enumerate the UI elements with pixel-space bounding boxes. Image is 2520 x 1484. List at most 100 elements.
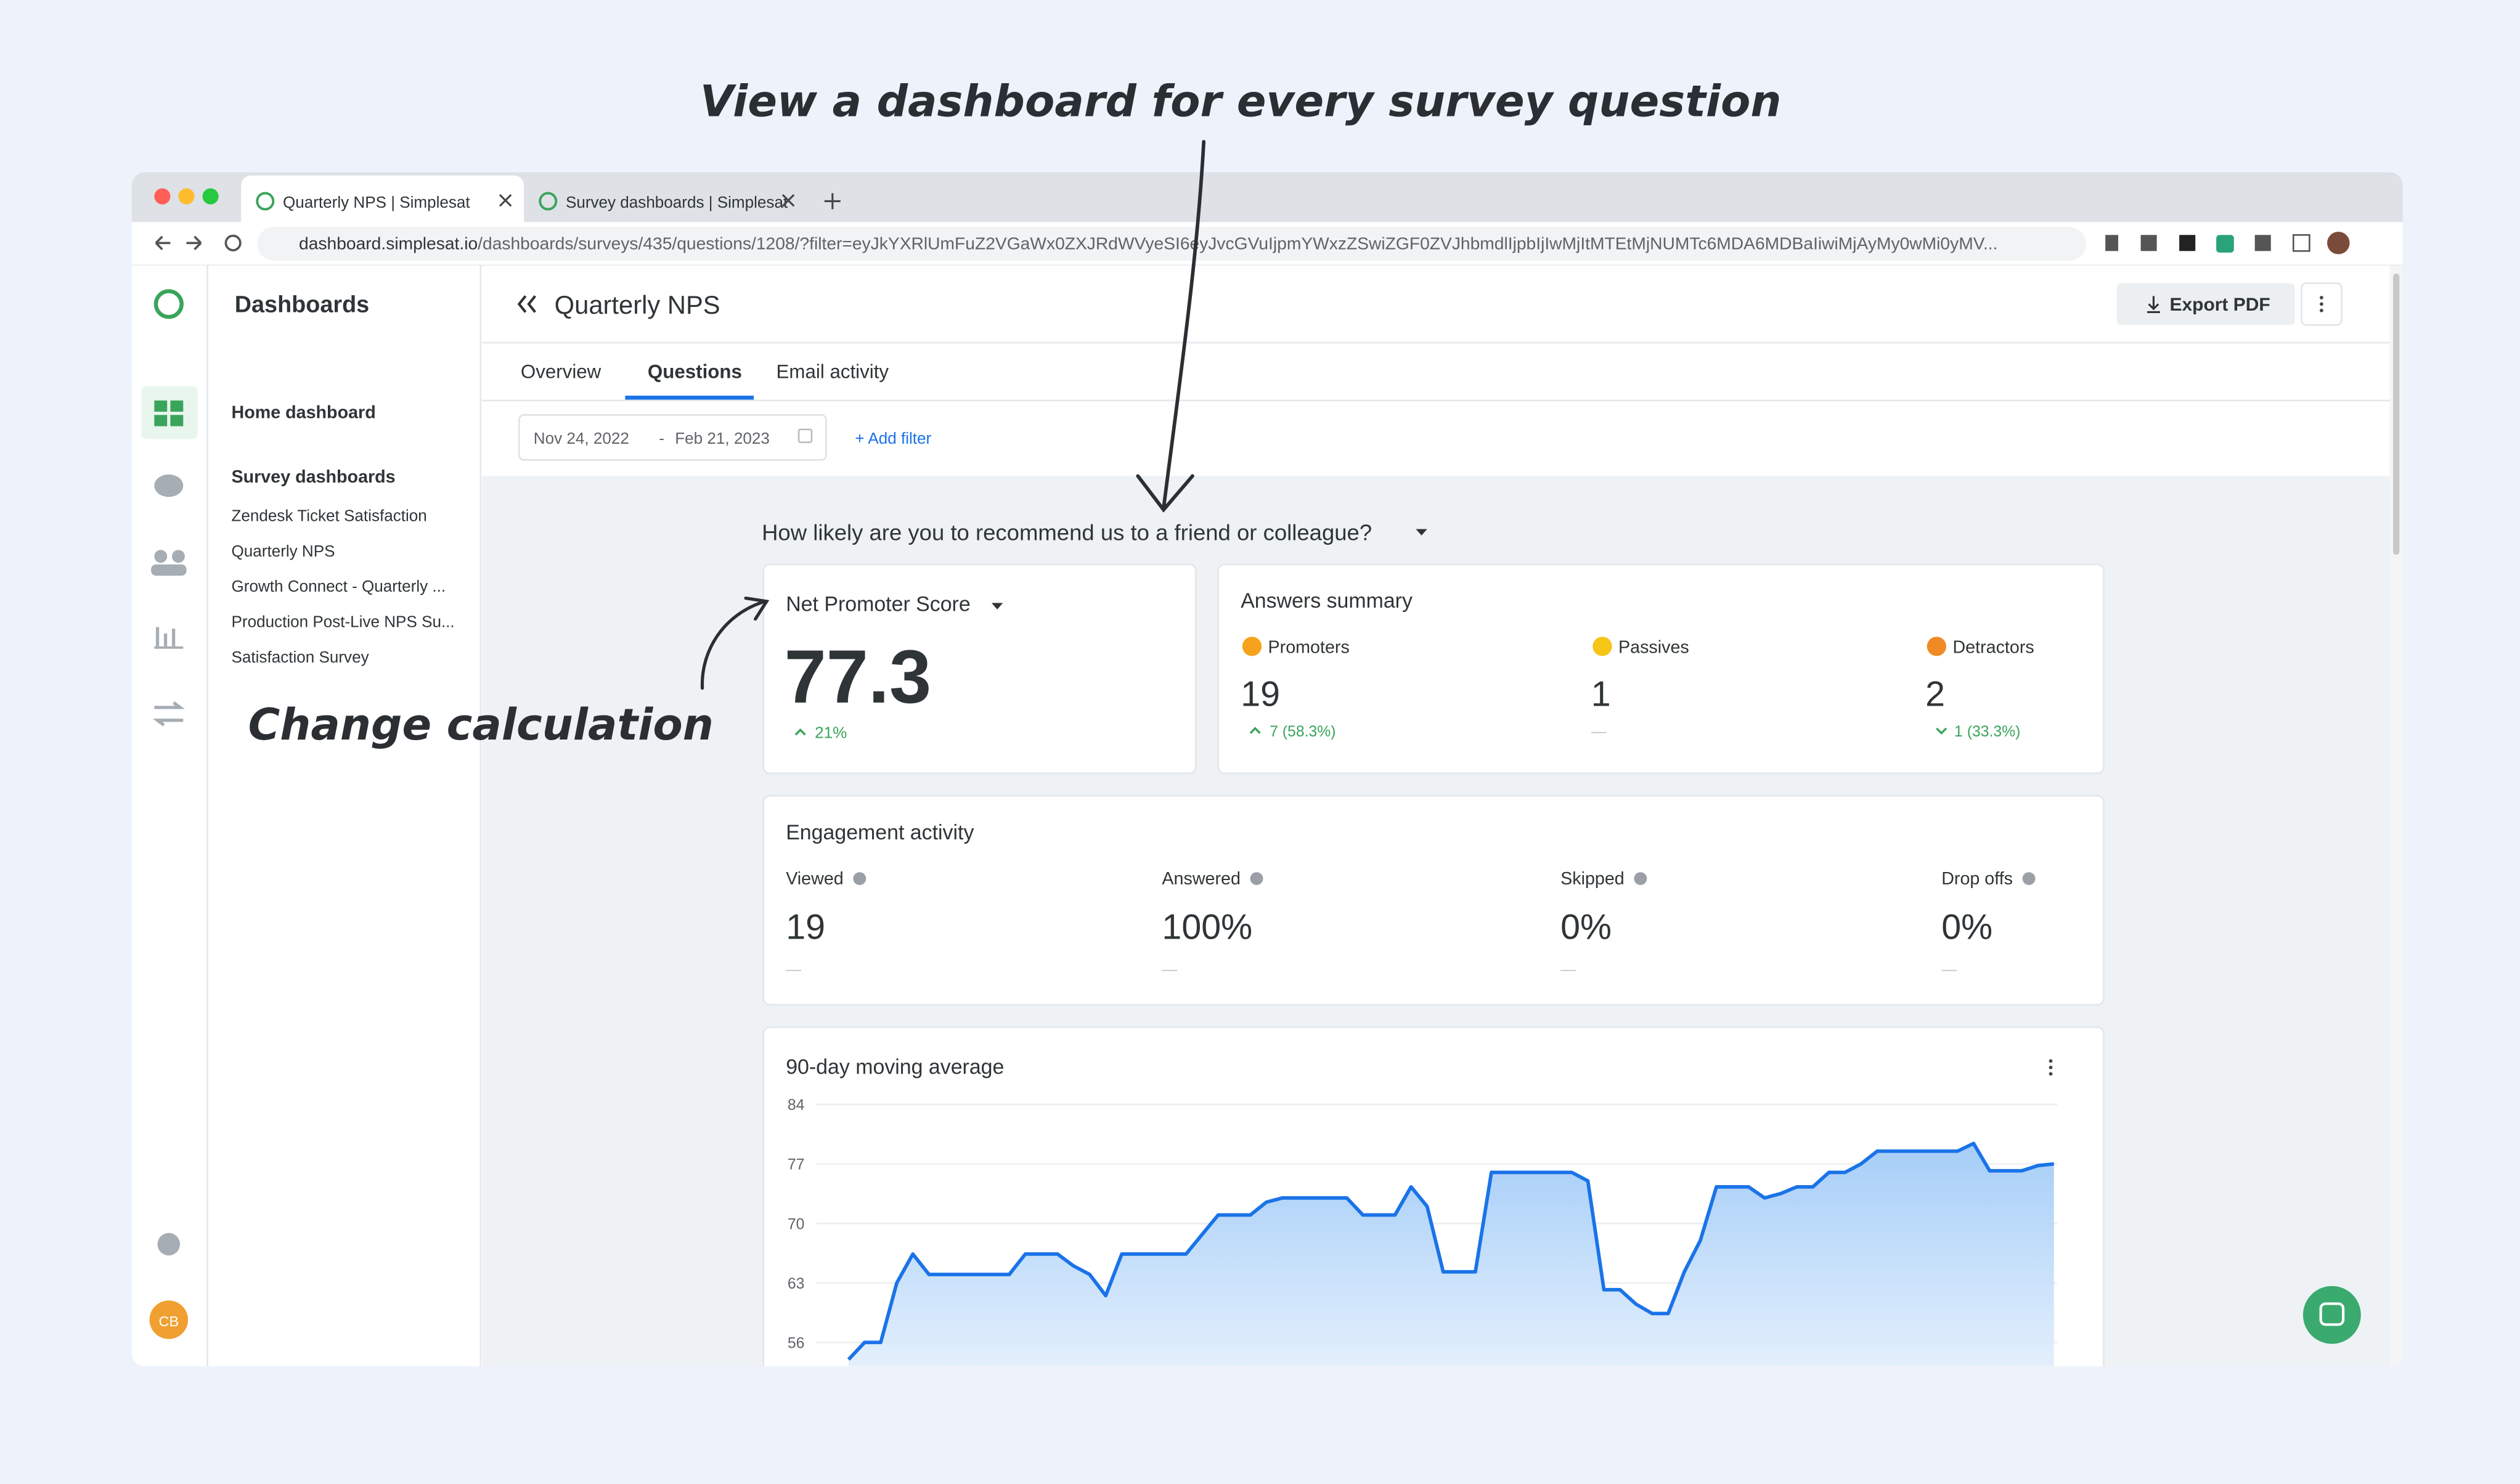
sidebar-item[interactable]: Production Post-Live NPS Su... bbox=[232, 613, 455, 631]
nps-dropdown[interactable] bbox=[992, 603, 1003, 610]
up-arrow bbox=[1249, 727, 1261, 734]
ext-icon[interactable] bbox=[2292, 234, 2310, 252]
reports-icon[interactable] bbox=[154, 646, 184, 649]
dot bbox=[2049, 1059, 2053, 1063]
engagement-title: Engagement activity bbox=[786, 821, 974, 844]
emoji bbox=[1927, 637, 1947, 656]
people-icon[interactable] bbox=[154, 550, 168, 563]
url[interactable]: dashboard.simplesat.io/dashboards/survey… bbox=[299, 234, 1997, 253]
nps-label[interactable]: Net Promoter Score bbox=[786, 592, 970, 616]
ext-icon[interactable] bbox=[2140, 235, 2157, 251]
line bbox=[847, 1141, 2055, 1361]
icon-rail bbox=[131, 265, 208, 1367]
tab-underline bbox=[625, 396, 754, 400]
y-tick-label: 56 bbox=[788, 1335, 805, 1352]
ext-icon[interactable] bbox=[2216, 235, 2234, 253]
answer-count: 2 bbox=[1925, 674, 1945, 714]
chat-button[interactable] bbox=[2302, 1286, 2361, 1344]
tab-title[interactable]: Survey dashboards | Simplesat bbox=[566, 193, 788, 211]
dashboard-icon[interactable] bbox=[154, 400, 184, 426]
help-icon[interactable] bbox=[1634, 872, 1647, 886]
sidebar-list: Zendesk Ticket Satisfaction Quarterly NPS… bbox=[232, 506, 455, 666]
y-tick-label: 77 bbox=[788, 1157, 805, 1173]
dot bbox=[2049, 1072, 2053, 1076]
settings-icon[interactable] bbox=[157, 1233, 181, 1256]
reports-icon[interactable] bbox=[155, 627, 160, 646]
back-button[interactable] bbox=[517, 295, 537, 313]
export-label[interactable]: Export PDF bbox=[2170, 295, 2270, 315]
reports-icon[interactable] bbox=[172, 629, 176, 646]
dot bbox=[2320, 296, 2323, 300]
ext-icon[interactable] bbox=[2105, 235, 2119, 251]
scroll-thumb[interactable] bbox=[2392, 273, 2400, 555]
active-tab[interactable] bbox=[241, 175, 524, 222]
engagement-metrics: Viewed 19 — Answered 100% — Skipped 0% — Drop off… bbox=[786, 869, 2036, 978]
close-dot[interactable] bbox=[154, 188, 171, 205]
integrations-icon[interactable] bbox=[152, 701, 185, 727]
answer-label: Detractors bbox=[1952, 637, 2034, 657]
metric-change: — bbox=[1560, 961, 1576, 978]
nav-icons[interactable] bbox=[151, 474, 187, 1256]
avatar-initials: CB bbox=[159, 1313, 179, 1329]
ext-icon[interactable] bbox=[2179, 235, 2196, 251]
date-range[interactable] bbox=[518, 414, 827, 461]
minimize-dot[interactable] bbox=[178, 188, 195, 205]
tab-title[interactable]: Quarterly NPS | Simplesat bbox=[283, 193, 470, 211]
address-bar[interactable] bbox=[257, 227, 2086, 261]
chart-menu[interactable] bbox=[2049, 1059, 2053, 1076]
people-icon[interactable] bbox=[172, 550, 185, 563]
reload-button[interactable] bbox=[224, 234, 242, 251]
question-dropdown[interactable] bbox=[1416, 529, 1427, 536]
calendar-icon bbox=[797, 428, 813, 443]
metric-change: — bbox=[786, 961, 801, 978]
ext-icon[interactable] bbox=[2254, 235, 2271, 251]
more-dots bbox=[2320, 296, 2323, 312]
icon-part bbox=[154, 415, 168, 426]
date-end[interactable]: Feb 21, 2023 bbox=[675, 429, 770, 447]
help-icon[interactable] bbox=[853, 872, 867, 886]
emoji bbox=[1242, 637, 1262, 656]
date-separator: - bbox=[659, 429, 664, 447]
emoji bbox=[1592, 637, 1612, 656]
help-icon[interactable] bbox=[1250, 872, 1263, 886]
tab-controls[interactable] bbox=[499, 193, 841, 210]
annotation-top: View a dashboard for every survey questi… bbox=[700, 76, 1782, 126]
sidebar-item[interactable]: Quarterly NPS bbox=[232, 542, 335, 560]
tab[interactable]: Email activity bbox=[777, 361, 889, 382]
reports-icon[interactable] bbox=[163, 633, 168, 646]
people-icon[interactable] bbox=[151, 564, 187, 576]
metric-label: Skipped bbox=[1560, 869, 1625, 889]
tab[interactable]: Overview bbox=[521, 361, 601, 382]
logo[interactable] bbox=[153, 289, 184, 319]
y-tick-label: 63 bbox=[788, 1276, 805, 1292]
metric-value: 19 bbox=[786, 907, 825, 947]
sidebar-item[interactable]: Growth Connect - Quarterly ... bbox=[232, 577, 446, 595]
add-filter[interactable]: + Add filter bbox=[855, 429, 931, 447]
extensions[interactable] bbox=[2105, 232, 2350, 255]
answer-count: 19 bbox=[1241, 674, 1280, 714]
sidebar-item[interactable]: Satisfaction Survey bbox=[232, 648, 369, 666]
profile[interactable] bbox=[2327, 232, 2350, 255]
help-icon[interactable] bbox=[2022, 872, 2036, 886]
metric-value: 100% bbox=[1162, 907, 1252, 947]
tabs: Overview Questions Email activity bbox=[521, 361, 889, 382]
messages-icon[interactable] bbox=[154, 474, 184, 497]
line-chart: 84 77 70 63 56 bbox=[788, 1097, 2057, 1367]
avatar[interactable] bbox=[149, 1300, 189, 1339]
nav-buttons[interactable] bbox=[155, 235, 202, 251]
metric-value: 0% bbox=[1560, 907, 1612, 947]
export-button[interactable] bbox=[2116, 283, 2295, 325]
sidebar-item[interactable]: Zendesk Ticket Satisfaction bbox=[232, 506, 427, 524]
date-start[interactable]: Nov 24, 2022 bbox=[534, 429, 629, 447]
engagement-card bbox=[762, 795, 2105, 1006]
annotation-side: Change calculation bbox=[248, 699, 714, 750]
y-tick-label: 70 bbox=[788, 1216, 805, 1233]
home-link[interactable]: Home dashboard bbox=[232, 403, 376, 423]
maximize-dot[interactable] bbox=[202, 188, 219, 205]
tab[interactable]: Questions bbox=[648, 361, 742, 382]
answers-card bbox=[1217, 563, 2105, 775]
url-host: dashboard.simplesat.io bbox=[299, 234, 478, 253]
metric-label: Answered bbox=[1162, 869, 1241, 889]
answer-change: 7 (58.3%) bbox=[1270, 724, 1335, 740]
